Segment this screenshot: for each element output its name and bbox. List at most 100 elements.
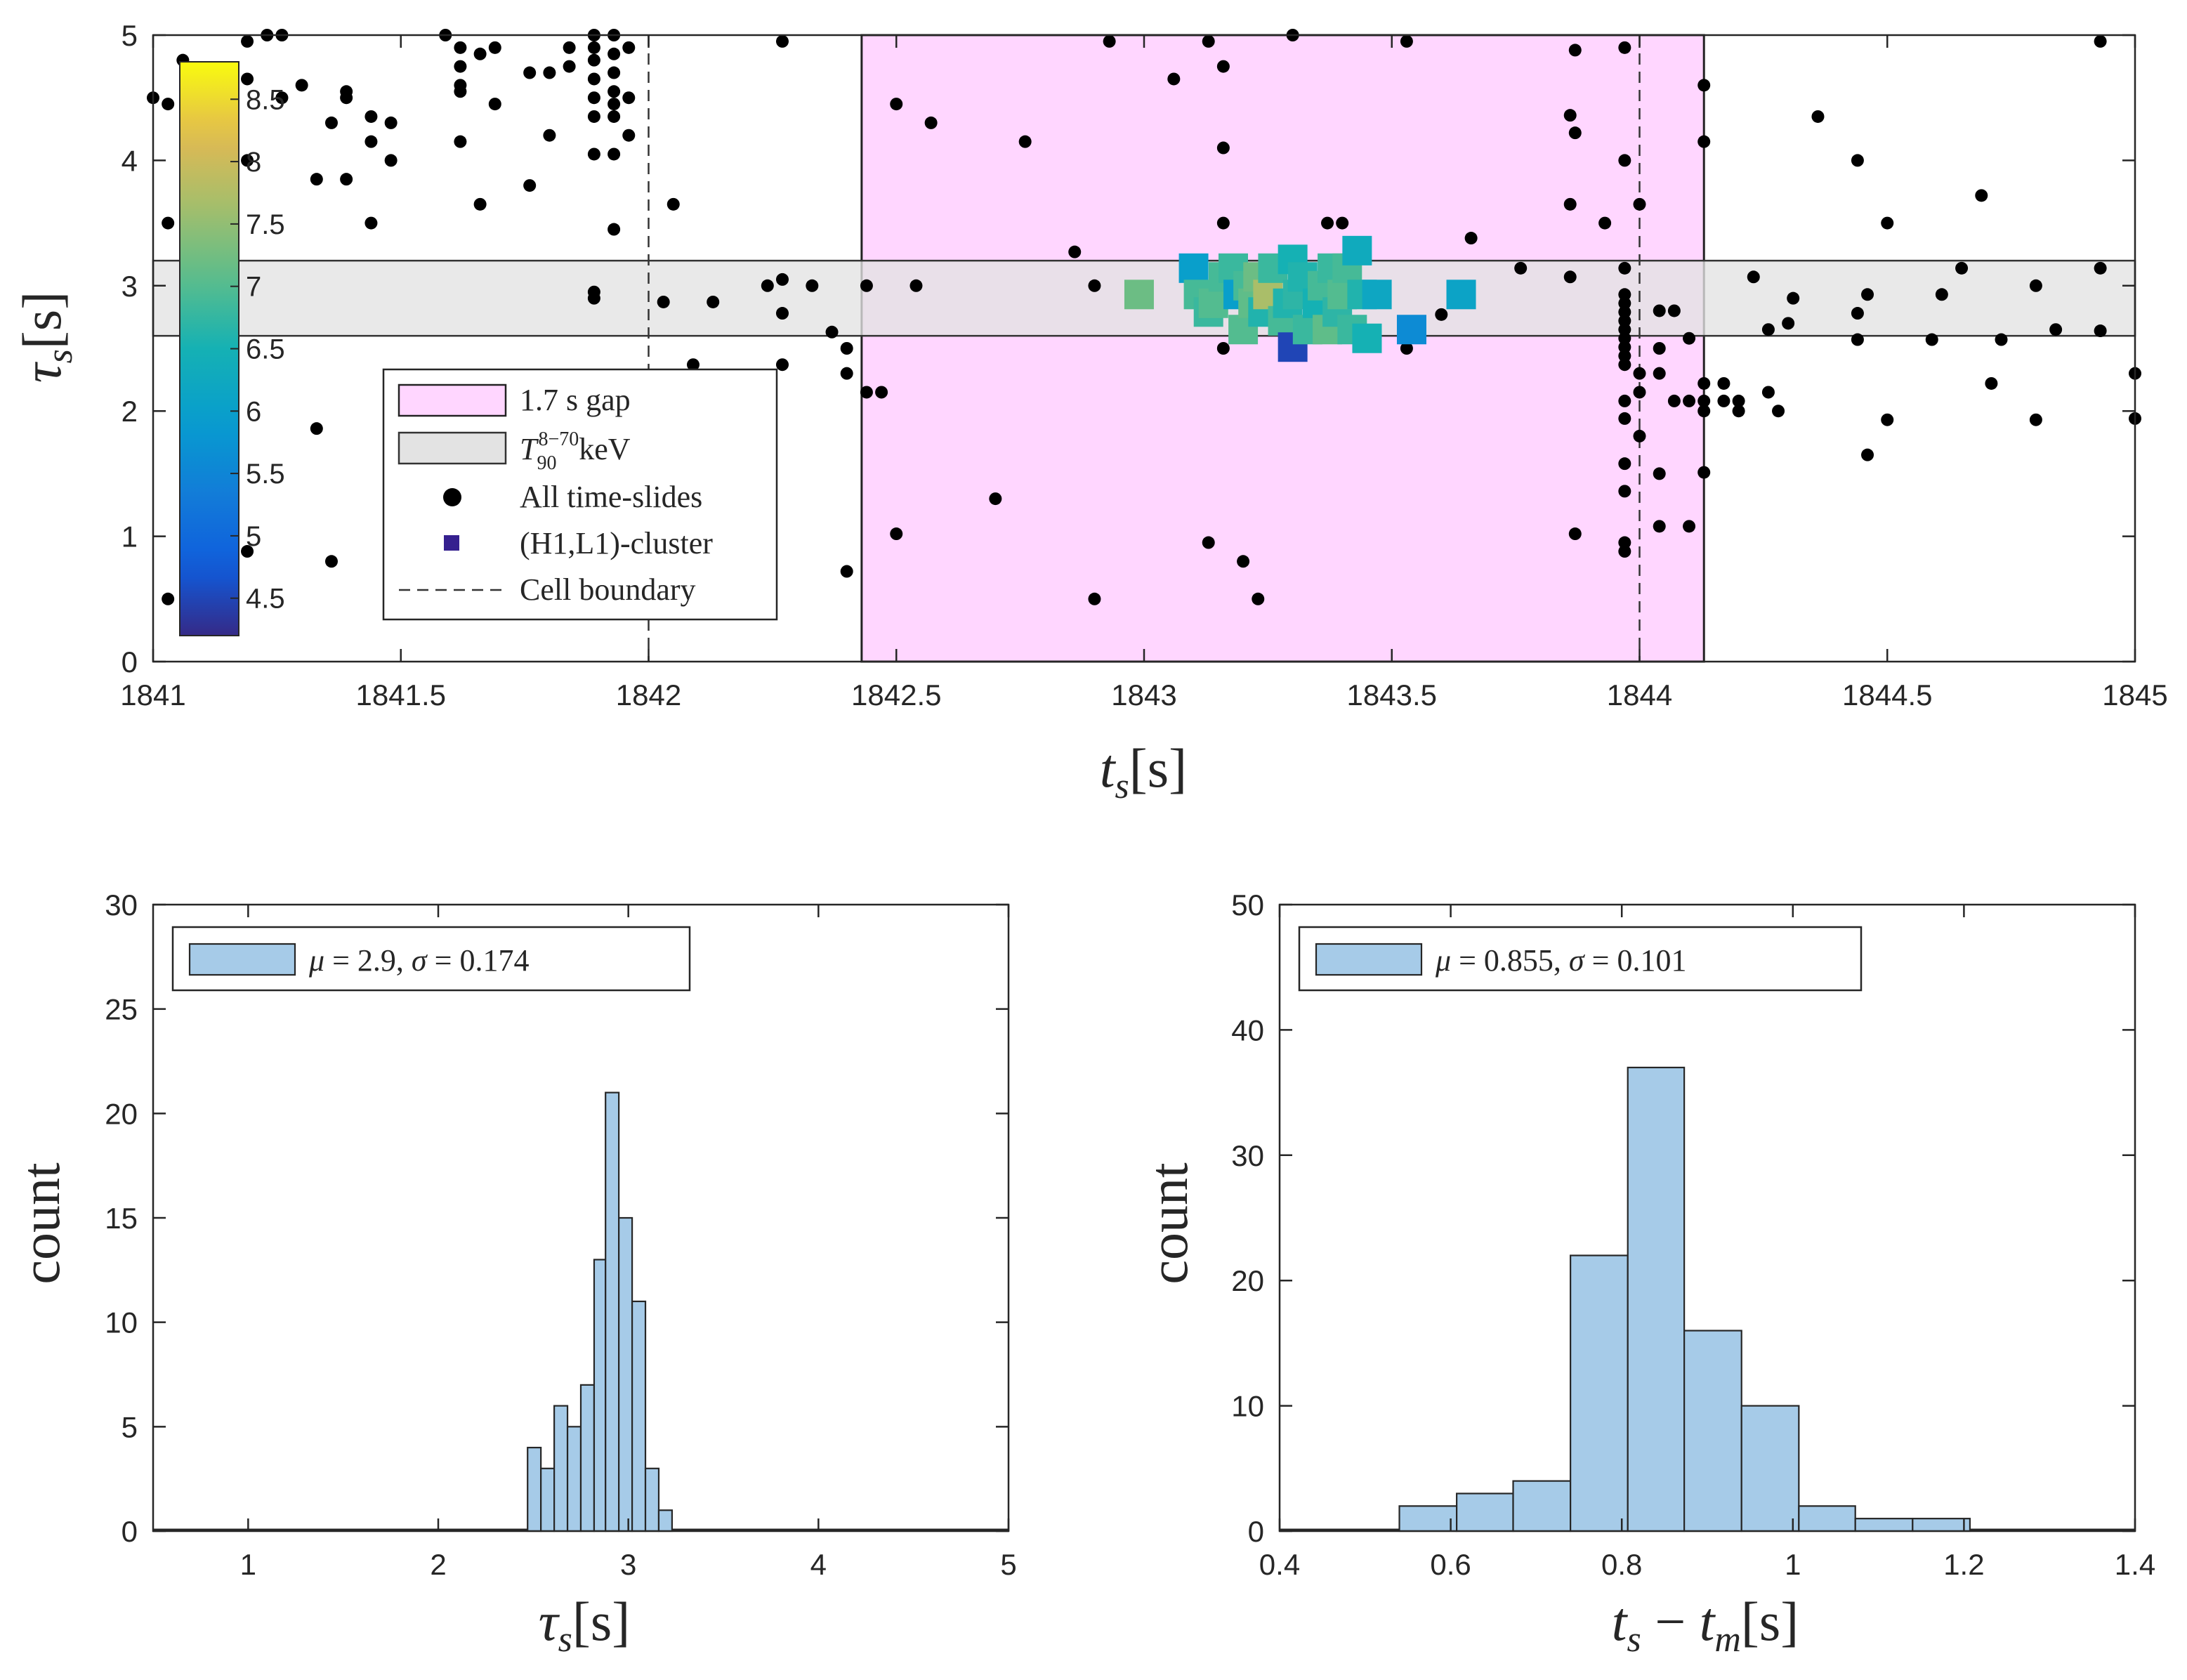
time-slide-dot <box>1321 216 1334 230</box>
hist-tau-bar <box>605 1091 620 1533</box>
hist-tau-x-tick-label: 3 <box>620 1548 636 1581</box>
hist-tau-panel: τs[s] count 1 2 3 4 5 0 5 10 15 20 25 30 μ = 2.9, σ … <box>10 888 1017 1660</box>
time-slide-dot <box>1618 306 1631 319</box>
cluster-marker <box>1446 280 1476 310</box>
time-slide-dot <box>775 34 789 48</box>
time-slide-dot <box>1811 110 1825 123</box>
hist-dt-x-label-var1: t <box>1612 1591 1629 1652</box>
hist-tau-bar <box>631 1300 647 1533</box>
hist-dt-bar <box>1456 1492 1514 1533</box>
time-slide-dot <box>1618 288 1631 301</box>
hist-tau-y-tick-label: 15 <box>105 1202 138 1235</box>
time-slide-dot <box>890 98 903 111</box>
legend-cluster-label: (H1,L1)-cluster <box>520 526 713 560</box>
y-tick-label: 0 <box>121 645 138 678</box>
time-slide-dot <box>1618 485 1631 498</box>
time-slide-dot <box>454 85 467 98</box>
time-slide-dot <box>1618 536 1631 549</box>
hist-tau-bar <box>644 1467 660 1533</box>
hist-tau-x-label: τs[s] <box>539 1591 630 1660</box>
hist-dt-x-label-unit: [s] <box>1741 1591 1799 1652</box>
time-slide-dot <box>806 279 819 292</box>
svg-text:ts[s]: ts[s] <box>1100 737 1187 806</box>
time-slide-dot <box>275 91 289 105</box>
time-slide-dot <box>1618 349 1631 362</box>
time-slide-dot <box>1252 592 1265 605</box>
time-slide-dot <box>1202 34 1215 48</box>
hist-tau-y-tick-label: 25 <box>105 993 138 1026</box>
hist-dt-bar <box>1570 1254 1629 1533</box>
hist-dt-bar <box>1912 1518 1971 1533</box>
time-slide-dot <box>1618 394 1631 407</box>
hist-dt-y-tick-label: 30 <box>1231 1139 1264 1172</box>
time-slide-dot <box>1881 216 1894 230</box>
time-slide-dot <box>2094 324 2107 338</box>
time-slide-dot <box>310 422 323 435</box>
time-slide-dot <box>1088 592 1101 605</box>
time-slide-dot <box>909 279 923 292</box>
time-slide-dot <box>587 147 600 161</box>
time-slide-dot <box>1237 555 1250 568</box>
time-slide-dot <box>543 129 556 142</box>
hist-dt-panel: ts − tm[s] count 0.4 0.6 0.8 1 1.2 1.40102030… <box>1138 888 2155 1660</box>
time-slide-dot <box>1216 216 1230 230</box>
time-slide-dot <box>324 555 338 568</box>
scatter-y-label: τs[s] <box>11 291 80 383</box>
svg-text:τs[s]: τs[s] <box>11 291 80 383</box>
colorbar-tick-label: 7.5 <box>246 209 285 240</box>
hist-dt-y-tick-label: 50 <box>1231 888 1264 921</box>
time-slide-dot <box>241 72 254 86</box>
time-slide-dot <box>1633 386 1646 399</box>
time-slide-dot <box>608 85 621 98</box>
hist-tau-bar <box>618 1216 633 1533</box>
time-slide-dot <box>1633 197 1646 211</box>
time-slide-dot <box>686 358 700 372</box>
time-slide-dot <box>543 66 556 79</box>
time-slide-dot <box>2029 279 2042 292</box>
time-slide-dot <box>1216 141 1230 155</box>
time-slide-dot <box>1202 536 1215 549</box>
time-slide-dot <box>608 110 621 123</box>
legend-gap-label: 1.7 s gap <box>520 383 631 417</box>
hist-tau-y-tick-label: 10 <box>105 1306 138 1339</box>
time-slide-dot <box>890 527 903 541</box>
time-slide-dot <box>162 592 175 605</box>
time-slide-dot <box>473 47 487 60</box>
time-slide-dot <box>1697 79 1711 92</box>
hist-dt-x-label-sub1: s <box>1627 1620 1641 1660</box>
time-slide-dot <box>1653 520 1666 533</box>
y-tick-label: 2 <box>121 395 138 428</box>
time-slide-dot <box>1563 197 1577 211</box>
x-tick-label: 1844 <box>1607 678 1672 711</box>
time-slide-dot <box>587 91 600 105</box>
hist-tau-legend-sep: , <box>396 943 412 978</box>
hist-tau-bar <box>540 1467 556 1533</box>
time-slide-dot <box>1568 126 1582 140</box>
hist-dt-legend-mu-symbol: μ <box>1435 943 1451 978</box>
time-slide-dot <box>1167 72 1181 86</box>
hist-dt-x-tick-label: 0.6 <box>1430 1548 1471 1581</box>
hist-tau-y-tick-label: 0 <box>121 1515 138 1548</box>
time-slide-dot <box>622 129 636 142</box>
time-slide-dot <box>384 154 398 167</box>
hist-tau-bar <box>527 1446 542 1533</box>
time-slide-dot <box>1088 279 1101 292</box>
hist-tau-bar <box>553 1405 569 1533</box>
hist-tau-legend-sigma-symbol: σ <box>412 943 428 978</box>
scatter-x-label-sub: s <box>1115 766 1129 806</box>
x-tick-label: 1842.5 <box>851 678 941 711</box>
time-slide-dot <box>1782 317 1795 330</box>
time-slide-dot <box>340 91 353 105</box>
time-slide-dot <box>384 116 398 129</box>
time-slide-dot <box>1653 367 1666 380</box>
cluster-marker <box>1198 288 1228 318</box>
hist-tau-x-label-unit: [s] <box>572 1591 630 1652</box>
time-slide-dot <box>1861 288 1874 301</box>
colorbar-tick-label: 5.5 <box>246 459 285 490</box>
hist-dt-y-tick-label: 10 <box>1231 1390 1264 1423</box>
hist-tau-legend-sigma-value: 0.174 <box>459 943 529 978</box>
time-slide-dot <box>1667 394 1681 407</box>
y-tick-label: 1 <box>121 520 138 553</box>
time-slide-dot <box>1697 405 1711 418</box>
time-slide-dot <box>1633 367 1646 380</box>
